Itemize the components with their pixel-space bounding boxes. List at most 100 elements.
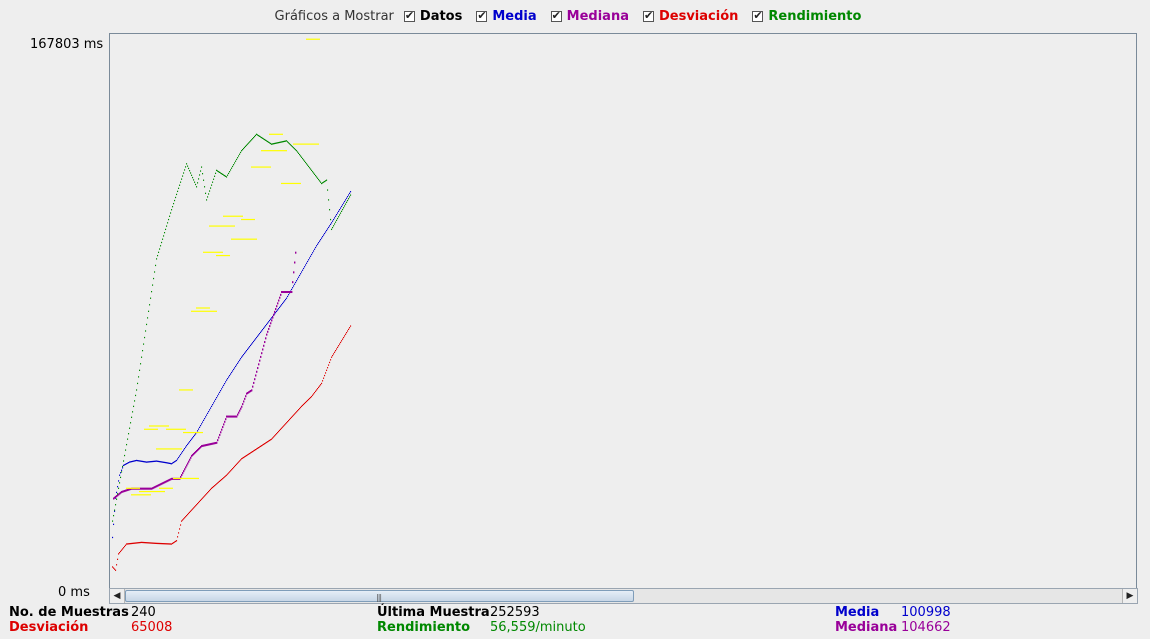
series-point: [197, 430, 199, 432]
series-point: [251, 343, 253, 345]
series-point: [270, 318, 272, 320]
series-point: [117, 493, 119, 495]
series-point: [288, 291, 290, 294]
media-value: 100998: [901, 605, 951, 620]
series-point: [162, 542, 164, 545]
y-axis-min-label: 0 ms: [58, 585, 90, 600]
series-point: [231, 415, 233, 418]
series-point: [312, 252, 314, 254]
series-point: [162, 482, 164, 485]
series-point: [328, 364, 330, 366]
series-point: [259, 359, 261, 362]
series-point: [323, 234, 325, 236]
series-point: [279, 296, 281, 299]
series-point: [312, 171, 314, 173]
series-point: [170, 462, 172, 465]
horizontal-scrollbar[interactable]: ◀ ||| ▶: [109, 588, 1138, 604]
series-point: [345, 333, 347, 335]
series-point: [167, 462, 169, 464]
check-icon[interactable]: [752, 9, 764, 22]
series-point: [126, 443, 128, 446]
series-point: [306, 400, 308, 403]
series-point: [244, 397, 246, 400]
checkbox-rendimiento[interactable]: Rendimiento: [752, 9, 861, 24]
series-point: [136, 542, 138, 544]
series-point: [208, 410, 210, 413]
plot-svg: [112, 38, 352, 571]
series-point: [290, 291, 292, 294]
series-point: [280, 293, 282, 296]
series-point: [191, 438, 193, 440]
checkbox-datos[interactable]: Datos: [403, 9, 462, 24]
series-point: [277, 309, 279, 311]
series-point: [321, 182, 323, 185]
series-point: [126, 489, 128, 492]
series-point: [306, 262, 308, 264]
series-point: [239, 460, 241, 462]
series-point: [116, 498, 118, 500]
series-point: [263, 138, 265, 140]
checkbox-mediana[interactable]: Mediana: [550, 9, 629, 24]
series-point: [120, 472, 122, 474]
checkbox-media[interactable]: Media: [476, 9, 537, 24]
check-icon[interactable]: [550, 9, 562, 22]
series-point: [237, 362, 239, 364]
ultima-muestra-value: 252593: [490, 605, 540, 620]
series-point: [307, 164, 309, 166]
series-point: [164, 461, 166, 464]
series-point: [195, 183, 197, 186]
series-point: [272, 315, 274, 318]
series-point: [190, 456, 192, 459]
checkbox-desviacion[interactable]: Desviación: [642, 9, 738, 24]
series-point: [123, 547, 125, 549]
series-point: [113, 514, 115, 517]
scrollbar-thumb[interactable]: |||: [125, 590, 634, 602]
series-point: [202, 497, 204, 499]
series-point: [213, 178, 215, 180]
series-point: [178, 187, 180, 189]
series-point: [283, 301, 285, 303]
check-icon[interactable]: [642, 9, 654, 22]
series-point: [124, 489, 126, 492]
datos-point: [159, 487, 173, 489]
series-point: [211, 487, 213, 489]
series-point: [155, 485, 157, 488]
series-point: [331, 228, 333, 231]
check-icon[interactable]: [403, 9, 415, 22]
series-point: [226, 415, 228, 418]
series-point: [333, 225, 335, 227]
series-point: [297, 278, 299, 280]
check-icon[interactable]: [476, 9, 488, 22]
series-point: [243, 147, 245, 150]
series-point: [259, 332, 261, 335]
series-point: [289, 143, 291, 145]
scroll-left-arrow-icon[interactable]: ◀: [110, 589, 125, 603]
series-point: [199, 500, 201, 503]
series-point: [163, 235, 165, 237]
series-point: [197, 502, 199, 505]
series-point: [256, 133, 258, 135]
scroll-right-arrow-icon[interactable]: ▶: [1122, 589, 1137, 603]
series-point: [341, 210, 343, 213]
series-point: [114, 568, 116, 570]
series-point: [166, 462, 168, 464]
series-point: [180, 524, 182, 526]
series-point: [145, 487, 147, 490]
series-point: [210, 488, 212, 491]
series-point: [251, 389, 253, 392]
series-point: [201, 166, 203, 168]
series-point: [242, 148, 244, 151]
series-point: [309, 167, 311, 169]
series-point: [179, 455, 181, 457]
series-point: [181, 452, 183, 454]
series-point: [122, 548, 124, 550]
series-point: [302, 404, 304, 407]
series-point: [300, 155, 302, 157]
series-point: [275, 311, 277, 314]
series-point: [341, 205, 343, 208]
series-point: [221, 388, 223, 390]
series-point: [285, 298, 287, 301]
series-point: [231, 469, 233, 471]
series-point: [128, 543, 130, 545]
series-point: [245, 455, 247, 457]
